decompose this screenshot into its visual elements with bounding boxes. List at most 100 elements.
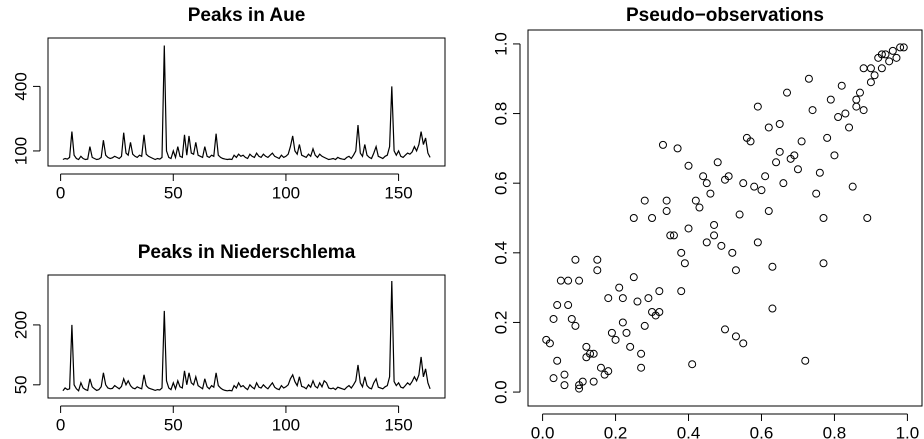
y-tick-label: 0.2 bbox=[491, 311, 510, 335]
point bbox=[644, 294, 653, 303]
point bbox=[582, 342, 591, 351]
x-tick-label: 0.4 bbox=[677, 423, 701, 439]
point bbox=[746, 137, 755, 146]
point bbox=[575, 276, 584, 285]
point bbox=[812, 189, 821, 198]
point bbox=[604, 294, 613, 303]
plot-box bbox=[47, 37, 446, 167]
point bbox=[845, 123, 854, 132]
point bbox=[834, 113, 843, 122]
point bbox=[713, 158, 722, 167]
point bbox=[739, 339, 748, 348]
point bbox=[801, 356, 810, 365]
point bbox=[684, 161, 693, 170]
x-tick-label: 100 bbox=[272, 415, 300, 434]
x-tick-label: 0 bbox=[56, 415, 65, 434]
point bbox=[852, 102, 861, 111]
x-tick-label: 0.6 bbox=[750, 423, 774, 439]
point bbox=[662, 196, 671, 205]
point bbox=[859, 64, 868, 73]
point bbox=[768, 262, 777, 271]
point bbox=[721, 325, 729, 334]
point bbox=[607, 328, 616, 337]
point bbox=[618, 294, 627, 303]
point bbox=[662, 207, 671, 216]
point bbox=[731, 332, 740, 341]
point bbox=[750, 182, 759, 191]
point bbox=[637, 363, 646, 372]
plot-box bbox=[47, 274, 446, 399]
point bbox=[783, 88, 792, 97]
point bbox=[735, 210, 744, 219]
point bbox=[640, 321, 649, 330]
point bbox=[648, 214, 657, 222]
point bbox=[772, 158, 781, 167]
point bbox=[589, 349, 598, 358]
point bbox=[892, 53, 901, 62]
x-tick-label: 150 bbox=[384, 415, 412, 434]
point bbox=[706, 189, 715, 198]
y-tick-label: 0.4 bbox=[491, 241, 510, 265]
point bbox=[571, 255, 580, 264]
point bbox=[673, 144, 682, 153]
point bbox=[881, 50, 890, 59]
x-tick-label: 0.2 bbox=[604, 423, 628, 439]
point bbox=[589, 377, 598, 386]
point bbox=[702, 179, 711, 188]
point bbox=[877, 50, 886, 59]
point bbox=[578, 377, 587, 386]
point bbox=[593, 255, 602, 264]
point bbox=[808, 106, 817, 115]
point bbox=[691, 196, 700, 205]
point bbox=[830, 151, 839, 160]
point bbox=[655, 287, 664, 296]
point bbox=[567, 314, 576, 323]
point bbox=[699, 172, 708, 181]
point bbox=[753, 238, 762, 247]
point bbox=[757, 186, 766, 195]
point bbox=[549, 374, 558, 383]
y-tick-label: 200 bbox=[11, 311, 30, 339]
chart-title: Peaks in Niederschlema bbox=[138, 242, 356, 263]
point bbox=[866, 78, 875, 87]
point bbox=[622, 328, 631, 337]
y-tick-label: 0.8 bbox=[491, 102, 510, 126]
point bbox=[804, 74, 813, 83]
y-tick-label: 100 bbox=[11, 137, 30, 165]
point bbox=[618, 318, 627, 327]
x-tick-label: 50 bbox=[164, 183, 183, 202]
x-tick-label: 0.0 bbox=[531, 423, 555, 439]
point bbox=[553, 356, 562, 365]
x-tick-label: 150 bbox=[384, 183, 412, 202]
point bbox=[684, 224, 693, 233]
point bbox=[637, 349, 646, 358]
point bbox=[593, 266, 602, 275]
data-line bbox=[62, 45, 431, 161]
point bbox=[739, 179, 748, 188]
point bbox=[575, 384, 584, 393]
y-tick-label: 400 bbox=[11, 72, 30, 100]
point bbox=[688, 360, 697, 369]
point bbox=[823, 133, 832, 142]
point bbox=[779, 179, 788, 188]
point bbox=[863, 214, 872, 222]
point bbox=[764, 123, 773, 132]
y-tick-label: 0.6 bbox=[491, 171, 510, 195]
point bbox=[885, 57, 894, 66]
point bbox=[764, 207, 773, 216]
point bbox=[870, 71, 879, 80]
data-line bbox=[62, 280, 431, 392]
point bbox=[775, 120, 784, 128]
point bbox=[702, 238, 711, 247]
point bbox=[728, 248, 737, 257]
point bbox=[615, 283, 624, 292]
point bbox=[819, 259, 828, 268]
point bbox=[855, 88, 864, 97]
point bbox=[564, 301, 573, 310]
x-tick-label: 100 bbox=[272, 183, 300, 202]
point bbox=[761, 172, 770, 181]
point bbox=[717, 241, 726, 250]
point bbox=[710, 220, 719, 229]
